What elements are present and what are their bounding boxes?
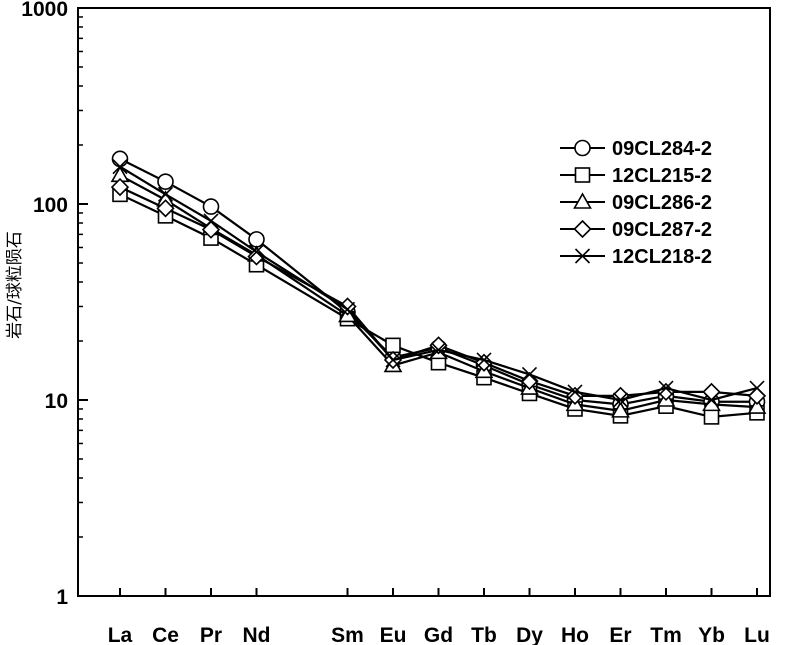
data-point-09CL284-2-La [111, 150, 129, 168]
x-marker-stroke [385, 352, 401, 368]
x-marker-stroke [612, 392, 629, 408]
data-point-12CL218-2-La [112, 159, 128, 175]
x-marker-stroke [339, 301, 356, 317]
data-point-12CL218-2-Nd [248, 244, 265, 260]
data-point-09CL284-2-Ce [157, 173, 174, 190]
legend-marker [574, 167, 591, 183]
series-layer [110, 150, 767, 425]
x-marker-stroke [658, 380, 674, 396]
y-axis-title: 岩石/球粒陨石 [5, 231, 25, 339]
data-point-12CL218-2-Pr [203, 213, 219, 229]
legend-label: 12CL218-2 [612, 246, 712, 268]
legend-label: 09CL287-2 [612, 219, 712, 241]
y-tick-label: 100 [33, 194, 68, 217]
x-tick-label-Ce: Ce [152, 624, 179, 645]
x-tick-label-Tb: Tb [471, 624, 497, 645]
x-tick-label-Pr: Pr [200, 624, 222, 645]
x-tick-label-La: La [108, 624, 133, 645]
data-point-12CL218-2-Sm [339, 301, 356, 317]
data-point-09CL287-2-Gd [429, 336, 448, 355]
legend: 09CL284-2 12CL215-2 09CL286-2 09CL287-2 12CL… [560, 138, 712, 268]
data-point-12CL215-2-Yb [703, 409, 720, 425]
x-marker-stroke [248, 244, 265, 260]
x-tick-label-Ho: Ho [561, 624, 589, 645]
legend-item-09CL287-2: 09CL287-2 [560, 219, 712, 241]
x-marker-stroke [112, 159, 128, 175]
series-line-12CL218-2 [119, 165, 758, 402]
legend-label: 12CL215-2 [612, 165, 712, 187]
x-tick-label-Gd: Gd [424, 624, 453, 645]
x-tick-label-Nd: Nd [243, 624, 271, 645]
data-point-12CL218-2-Yb [703, 392, 720, 408]
series-12CL218-2 [112, 159, 765, 408]
x-tick-label-Lu: Lu [744, 624, 770, 645]
data-point-09CL284-2-Pr [202, 198, 220, 215]
data-point-09CL287-2-Ce [156, 199, 175, 218]
data-point-12CL218-2-Gd [430, 342, 447, 358]
x-tick-label-Sm: Sm [331, 624, 364, 645]
x-tick-label-Yb: Yb [698, 624, 725, 645]
x-marker-stroke [203, 213, 219, 229]
legend-label: 09CL286-2 [612, 192, 712, 214]
x-marker-stroke [574, 248, 591, 264]
legend-marker [574, 248, 591, 264]
legend-item-12CL215-2: 12CL215-2 [560, 165, 712, 187]
data-point-12CL218-2-Tb [476, 352, 492, 368]
data-point-09CL287-2-Nd [247, 247, 266, 266]
x-tick-label-Tm: Tm [650, 624, 682, 645]
data-point-12CL215-2-Eu [385, 337, 401, 354]
x-marker-stroke [430, 342, 447, 358]
data-point-09CL287-2-La [110, 177, 130, 197]
legend-marker [574, 139, 591, 157]
x-tick-label-Er: Er [609, 624, 631, 645]
y-tick-label: 1 [56, 586, 68, 609]
data-point-12CL218-2-Tm [658, 380, 674, 396]
legend-item-09CL286-2: 09CL286-2 [560, 192, 712, 214]
series-09CL284-2 [111, 150, 766, 413]
legend-label: 09CL284-2 [612, 138, 712, 160]
legend-marker [573, 192, 592, 209]
plot-frame [77, 7, 771, 597]
data-point-12CL218-2-Ce [157, 186, 174, 202]
x-marker-stroke [476, 352, 492, 368]
x-tick-label-Dy: Dy [516, 624, 543, 645]
data-point-09CL286-2-Er [611, 401, 630, 418]
data-point-09CL284-2-Nd [248, 231, 265, 248]
data-point-12CL218-2-Er [612, 392, 629, 408]
y-tick-label: 1000 [21, 0, 68, 21]
x-marker-stroke [521, 366, 538, 383]
data-point-12CL218-2-Ho [567, 384, 583, 400]
x-marker-stroke [157, 186, 174, 202]
data-point-12CL218-2-Dy [521, 366, 538, 383]
axes: 1 10 100 1000 La Ce Pr Nd Sm Eu Gd Tb Dy Ho Er Tm Yb Lu [21, 0, 771, 645]
x-marker-stroke [749, 380, 765, 396]
legend-marker [573, 219, 592, 239]
x-marker-stroke [567, 384, 583, 400]
data-point-12CL218-2-Eu [385, 352, 401, 368]
data-point-12CL218-2-Lu [749, 380, 765, 396]
data-point-09CL286-2-Lu [747, 397, 767, 414]
legend-item-12CL218-2: 12CL218-2 [560, 246, 712, 268]
x-tick-label-Eu: Eu [380, 624, 407, 645]
x-marker-stroke [703, 392, 720, 408]
y-tick-label: 10 [45, 390, 68, 413]
legend-item-09CL284-2: 09CL284-2 [560, 138, 712, 160]
